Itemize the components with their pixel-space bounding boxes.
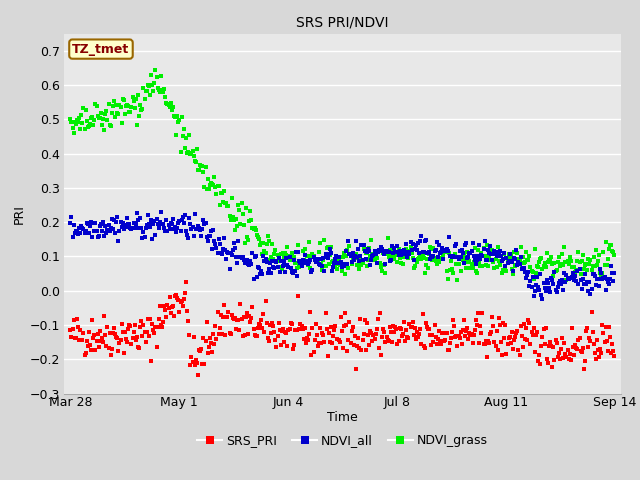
X-axis label: Time: Time [327,411,358,424]
Text: TZ_tmet: TZ_tmet [72,43,130,56]
Y-axis label: PRI: PRI [12,204,26,224]
Title: SRS PRI/NDVI: SRS PRI/NDVI [296,16,388,30]
Legend: SRS_PRI, NDVI_all, NDVI_grass: SRS_PRI, NDVI_all, NDVI_grass [193,429,492,452]
